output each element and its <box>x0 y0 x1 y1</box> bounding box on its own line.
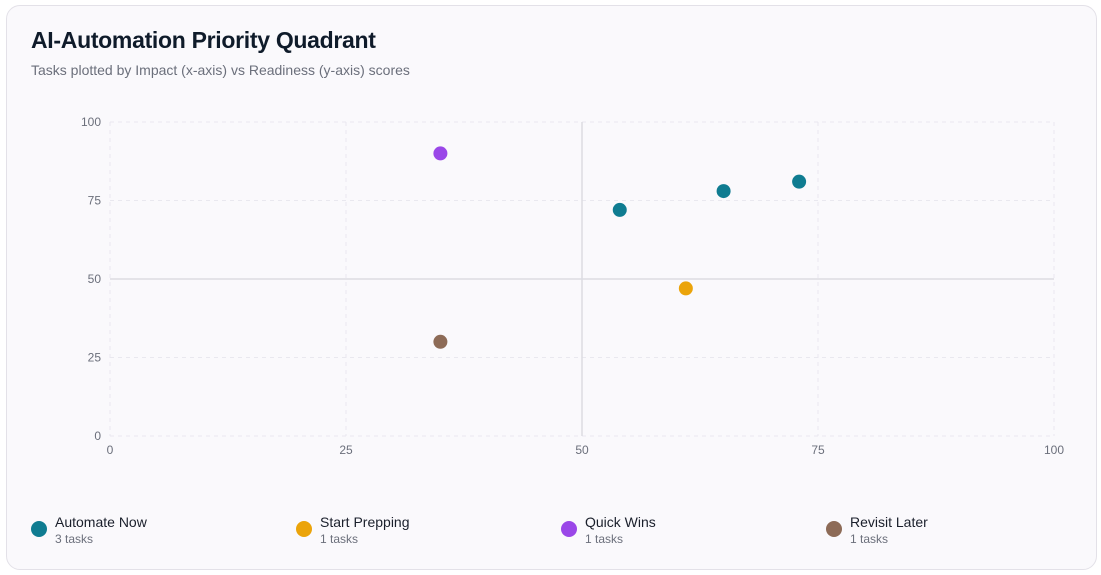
legend-dot <box>826 521 842 537</box>
legend-label: Quick Wins <box>585 514 656 530</box>
data-point-quick-wins <box>433 146 448 161</box>
chart-title: AI-Automation Priority Quadrant <box>31 27 376 53</box>
chart-card: AI-Automation Priority Quadrant Tasks pl… <box>6 5 1097 570</box>
legend: Automate Now 3 tasks Start Prepping 1 tasks… <box>31 512 1091 552</box>
x-tick-label: 25 <box>339 443 353 457</box>
legend-label: Revisit Later <box>850 514 928 530</box>
legend-dot <box>561 521 577 537</box>
data-point-automate-now <box>716 184 731 199</box>
legend-dot <box>296 521 312 537</box>
chart-subtitle: Tasks plotted by Impact (x-axis) vs Read… <box>31 62 410 78</box>
y-tick-label: 50 <box>88 272 102 286</box>
y-tick-label: 0 <box>94 429 101 443</box>
data-point-automate-now <box>792 174 807 189</box>
legend-count: 1 tasks <box>585 532 624 546</box>
legend-count: 1 tasks <box>850 532 889 546</box>
data-point-start-prepping <box>678 281 693 296</box>
legend-label: Automate Now <box>55 514 147 530</box>
legend-dot <box>31 521 47 537</box>
y-tick-label: 75 <box>88 194 102 208</box>
x-tick-label: 0 <box>107 443 114 457</box>
x-tick-label: 100 <box>1044 443 1064 457</box>
legend-label: Start Prepping <box>320 514 410 530</box>
y-tick-label: 25 <box>88 351 102 365</box>
legend-count: 1 tasks <box>320 532 359 546</box>
data-point-revisit-later <box>433 334 448 349</box>
legend-count: 3 tasks <box>55 532 94 546</box>
data-point-automate-now <box>612 202 627 217</box>
x-tick-label: 50 <box>575 443 589 457</box>
scatter-plot: 0 25 50 75 100 0 25 50 75 100 <box>81 115 1064 457</box>
y-tick-label: 100 <box>81 115 101 129</box>
x-tick-label: 75 <box>811 443 825 457</box>
